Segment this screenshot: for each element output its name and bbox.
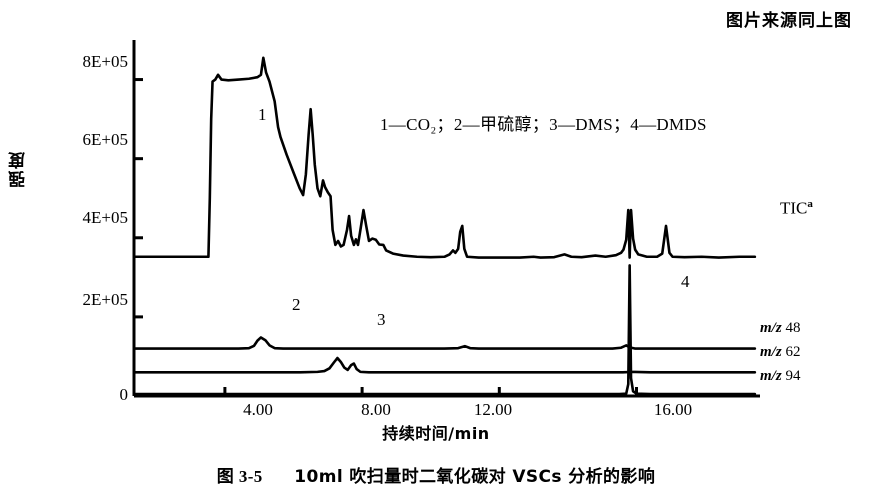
x-axis-title-text: 持续时间/min [382, 424, 490, 443]
x-tick-label-16: 16.00 [653, 400, 693, 419]
legend-text: 1—CO₂；2—甲硫醇；3—DMS；4—DMDS [380, 115, 707, 134]
y-tick-marks [134, 78, 143, 398]
trace-mz62 [134, 356, 757, 374]
y-tick-label-0: 0 [119, 385, 129, 404]
trace-mz94 [134, 264, 757, 396]
mz-value-48: 48 [785, 320, 801, 336]
mz-prefix-94: m/z [760, 368, 782, 384]
peak-label-3: 3 [377, 310, 386, 329]
plot-area: 强度 8E+05 6E+05 4E+05 2E+05 0 4.00 8.00 1… [9, 40, 813, 419]
figure-number: 图 3-5 [216, 467, 263, 486]
y-tick-label-2e05: 2E+05 [82, 290, 128, 309]
trace-label-mz62: m/z 62 [760, 344, 800, 361]
trace-label-tic-superscript: a [807, 198, 813, 210]
x-axis-title: 持续时间/min [0, 420, 872, 444]
figure-caption-text: 10ml 吹扫量时二氧化碳对 VSCs 分析的影响 [294, 467, 656, 487]
y-tick-label-6e05: 6E+05 [82, 130, 128, 149]
trace-label-tic: TICa [780, 198, 813, 219]
x-tick-label-4: 4.00 [243, 400, 273, 419]
data-traces [134, 56, 757, 396]
y-tick-label-8e05: 8E+05 [82, 52, 128, 71]
peak-label-1: 1 [258, 105, 267, 124]
trace-mz48 [134, 336, 757, 350]
x-tick-label-12: 12.00 [473, 400, 513, 419]
mz-value-62: 62 [785, 344, 801, 360]
mz-value-94: 94 [785, 368, 801, 384]
y-tick-label-4e05: 4E+05 [82, 208, 128, 227]
peak-label-2: 2 [292, 295, 301, 314]
chromatogram-svg [132, 40, 760, 398]
trace-label-mz94: m/z 94 [760, 368, 800, 385]
trace-tic [134, 56, 757, 259]
figure-caption: 图 3-5 10ml 吹扫量时二氧化碳对 VSCs 分析的影响 [0, 462, 872, 487]
trace-label-mz48: m/z 48 [760, 320, 800, 337]
peak-label-4: 4 [681, 272, 690, 291]
trace-label-tic-text: TIC [780, 198, 808, 218]
legend: 1—CO₂；2—甲硫醇；3—DMS；4—DMDS [380, 110, 707, 135]
source-note: 图片来源同上图 [726, 11, 852, 31]
x-tick-label-8: 8.00 [361, 400, 391, 419]
mz-prefix-62: m/z [760, 344, 782, 360]
axes [132, 40, 760, 398]
mz-prefix-48: m/z [760, 320, 782, 336]
